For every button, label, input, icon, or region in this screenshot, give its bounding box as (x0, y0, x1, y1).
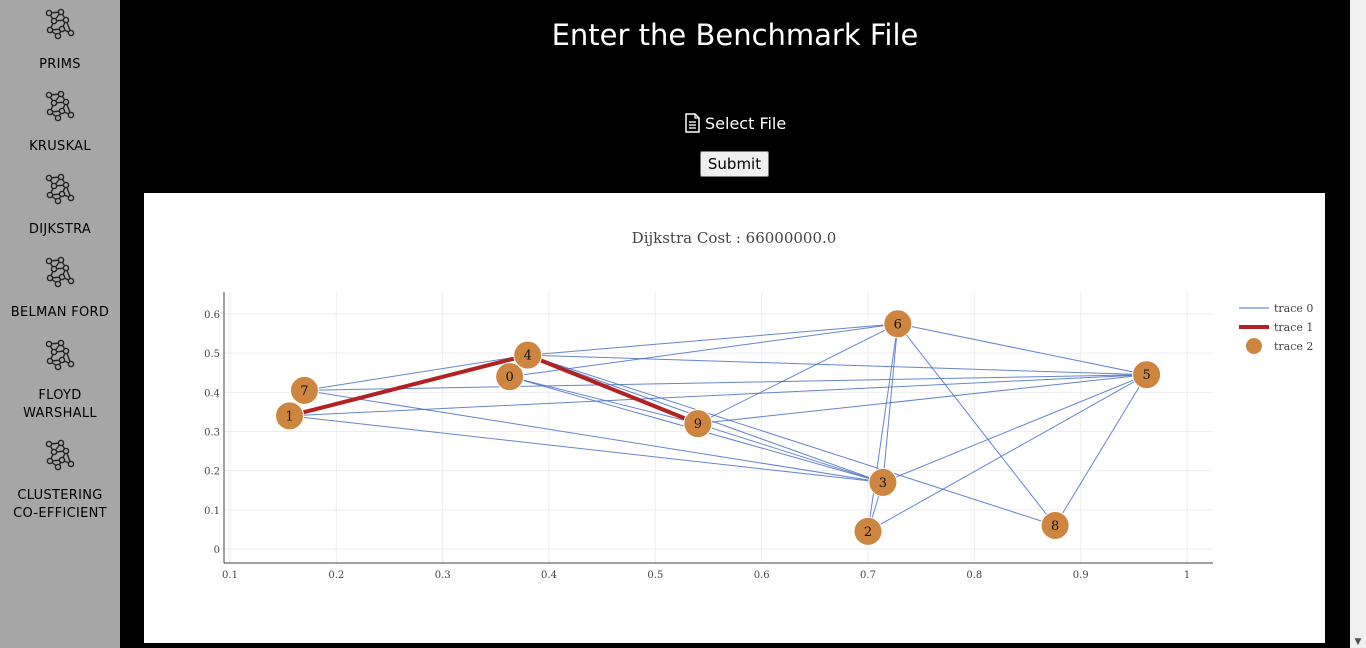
legend-label[interactable]: trace 0 (1274, 302, 1313, 315)
graph-node[interactable] (495, 362, 525, 392)
graph-edge (304, 354, 528, 391)
nav-item-label: BELMAN FORD (10, 305, 110, 320)
x-tick-label: 0.9 (1073, 570, 1089, 581)
graph-node[interactable] (683, 409, 713, 439)
graph-edge (289, 415, 883, 483)
x-tick-label: 0.2 (328, 570, 344, 581)
nav-item-label: DIJKSTRA (28, 222, 92, 237)
graph-edge (697, 423, 884, 483)
nav-item-belman-ford[interactable]: BELMAN FORD (0, 256, 120, 322)
graph-edge (304, 389, 883, 483)
node-label: 1 (285, 409, 293, 424)
graph-node[interactable] (868, 467, 898, 497)
sidebar: PRIMS KRUSKAL DIJKSTRA BELMAN FORD FLOYD WAR… (0, 0, 120, 648)
nav-item-dijkstra[interactable]: DIJKSTRA (0, 173, 120, 239)
graph-network-icon (45, 8, 75, 40)
node-label: 7 (300, 384, 308, 399)
nav-item-label: CLUSTERING CO-EFFICIENT (13, 488, 107, 521)
graph-node[interactable] (289, 375, 319, 405)
graph-node[interactable] (853, 516, 883, 546)
graph-edge (897, 323, 1056, 526)
graph-node[interactable] (883, 309, 913, 339)
x-tick-label: 0.7 (860, 570, 876, 581)
y-tick-label: 0.5 (204, 349, 220, 360)
nav-item-label: FLOYD WARSHALL (23, 388, 97, 421)
scroll-down-arrow-icon[interactable]: ▼ (1354, 637, 1362, 647)
nav-item-floyd-warshall[interactable]: FLOYD WARSHALL (0, 339, 120, 423)
y-tick-label: 0.6 (204, 310, 220, 321)
graph-network-icon (45, 339, 75, 371)
nav-item-label: PRIMS (39, 57, 81, 72)
legend-swatch-trace-2 (1246, 338, 1262, 354)
x-tick-label: 1 (1184, 570, 1190, 581)
node-label: 2 (864, 525, 872, 540)
plot-panel: Dijkstra Cost : 66000000.0 0.1 0.2 0.3 0.4 0.… (144, 193, 1325, 643)
x-tick-label: 0.8 (966, 570, 982, 581)
vertical-scrollbar[interactable]: ▼ (1350, 0, 1366, 648)
nav-item-prims[interactable]: PRIMS (0, 8, 120, 74)
y-tick-label: 0.2 (204, 467, 220, 478)
page-title: Enter the Benchmark File (551, 18, 919, 52)
graph-edge (882, 374, 1147, 483)
graph-edge (527, 323, 898, 356)
graph-edge (509, 376, 698, 425)
x-tick-label: 0.1 (222, 570, 238, 581)
legend-label[interactable]: trace 2 (1274, 340, 1313, 353)
node-label: 4 (524, 349, 532, 364)
graph-network-icon (45, 256, 75, 288)
y-tick-label: 0.4 (204, 388, 220, 399)
graph-node[interactable] (275, 401, 305, 431)
select-file-label: Select File (705, 113, 787, 133)
dijkstra-graph-chart: Dijkstra Cost : 66000000.0 0.1 0.2 0.3 0.4 0.… (204, 229, 1313, 581)
node-label: 5 (1142, 368, 1150, 383)
node-label: 3 (879, 476, 887, 491)
graph-edge (289, 374, 1147, 417)
y-tick-label: 0.1 (204, 506, 220, 517)
graph-edge (697, 374, 1147, 425)
graph-edge (867, 374, 1147, 532)
y-tick-label: 0 (214, 545, 220, 556)
nav-item-clustering-co-efficient[interactable]: CLUSTERING CO-EFFICIENT (0, 439, 120, 523)
nav-item-label: KRUSKAL (29, 139, 91, 154)
document-icon (685, 113, 700, 133)
node-label: 8 (1051, 519, 1059, 534)
submit-button[interactable]: Submit (700, 151, 769, 177)
graph-edge (897, 323, 1147, 376)
graph-edge (1054, 374, 1148, 526)
node-label: 0 (506, 370, 514, 385)
graph-network-icon (45, 173, 75, 205)
graph-edge (527, 354, 1147, 376)
chart-title: Dijkstra Cost : 66000000.0 (632, 229, 837, 247)
graph-network-icon (45, 439, 75, 471)
graph-edge (882, 323, 899, 483)
y-tick-label: 0.3 (204, 428, 220, 439)
node-label: 6 (894, 317, 902, 332)
graph-edge (527, 354, 1056, 526)
graph-edge (304, 374, 1147, 391)
graph-edge (867, 323, 899, 532)
graph-node[interactable] (1132, 360, 1162, 390)
graph-edge (697, 323, 898, 425)
graph-node[interactable] (1040, 511, 1070, 540)
x-tick-label: 0.3 (435, 570, 451, 581)
x-tick-label: 0.5 (647, 570, 663, 581)
x-tick-label: 0.4 (541, 570, 557, 581)
graph-node[interactable] (513, 340, 543, 370)
x-tick-label: 0.6 (754, 570, 770, 581)
graph-edge (509, 323, 898, 378)
legend-label[interactable]: trace 1 (1274, 321, 1313, 334)
nav-item-kruskal[interactable]: KRUSKAL (0, 90, 120, 156)
graph-network-icon (45, 90, 75, 122)
select-file-button[interactable]: Select File (684, 113, 786, 133)
node-label: 9 (694, 417, 702, 432)
